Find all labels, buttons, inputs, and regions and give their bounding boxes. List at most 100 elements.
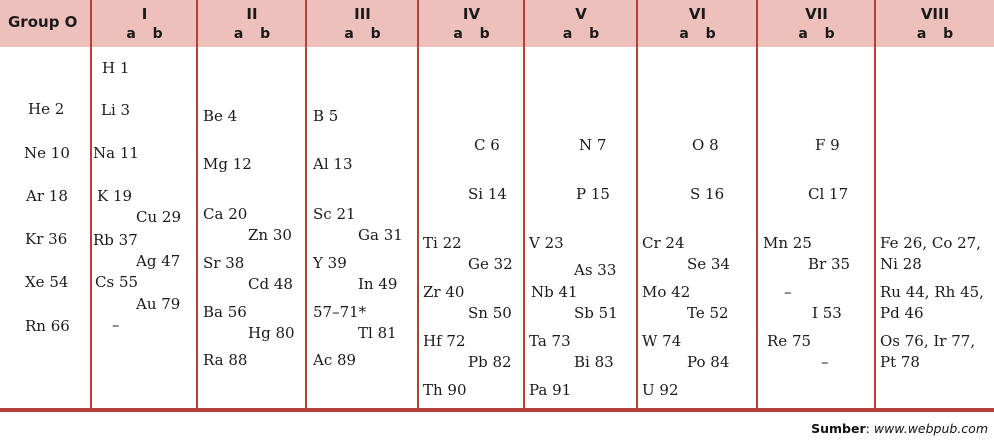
header-group-6: VI a b: [638, 0, 757, 47]
element-cell: 57–71*: [313, 303, 367, 321]
header-group-2: II a b: [198, 0, 306, 47]
header-group-7: VII a b: [758, 0, 875, 47]
group-number: VI: [688, 5, 707, 23]
group-number: I: [141, 5, 148, 23]
header-group-0: Group O: [8, 13, 78, 31]
element-cell: Tl 81: [358, 324, 397, 342]
header-group-1: I a b: [92, 0, 197, 47]
element-cell: Pb 82: [468, 353, 512, 371]
group-number: IV: [462, 5, 481, 23]
element-cell: Ni 28: [880, 255, 922, 273]
element-cell: Ne 10: [24, 144, 70, 162]
group-number: V: [575, 5, 587, 23]
group-number: III: [354, 5, 371, 23]
element-cell: Ag 47: [136, 252, 181, 270]
source-credit: Sumber: www.webpub.com: [811, 421, 988, 436]
element-cell: Th 90: [423, 381, 467, 399]
element-cell: Te 52: [687, 304, 729, 322]
element-cell: Ru 44, Rh 45,: [880, 283, 984, 301]
element-cell: Rn 66: [25, 317, 70, 335]
element-cell: Y 39: [313, 254, 347, 272]
element-cell: Si 14: [468, 185, 507, 203]
element-cell: Rb 37: [93, 231, 138, 249]
element-cell: Ge 32: [468, 255, 513, 273]
element-cell: B 5: [313, 107, 339, 125]
element-cell: V 23: [529, 234, 564, 252]
element-cell: In 49: [358, 275, 398, 293]
element-cell: Pd 46: [880, 304, 924, 322]
element-cell: Sc 21: [313, 205, 356, 223]
element-cell: Zr 40: [423, 283, 465, 301]
element-cell: Ta 73: [529, 332, 571, 350]
element-cell: N 7: [579, 136, 607, 154]
table-header: [0, 0, 994, 47]
group-number: VIII: [920, 5, 950, 23]
subgroup-labels: a b: [126, 26, 163, 42]
element-cell: C 6: [474, 136, 500, 154]
element-cell: Ti 22: [423, 234, 462, 252]
element-cell: K 19: [97, 187, 133, 205]
element-cell: Be 4: [203, 107, 238, 125]
subgroup-labels: a b: [233, 26, 271, 42]
element-cell: H 1: [102, 59, 130, 77]
element-cell: Cr 24: [642, 234, 685, 252]
subgroup-labels: a b: [344, 26, 381, 42]
element-cell: Mn 25: [763, 234, 812, 252]
element-cell: As 33: [574, 261, 617, 279]
element-cell: Ga 31: [358, 226, 403, 244]
element-cell: –: [784, 283, 792, 301]
column-divider: [756, 0, 758, 410]
group-number: VII: [805, 5, 828, 23]
column-divider: [523, 0, 525, 410]
element-cell: Br 35: [808, 255, 851, 273]
element-cell: He 2: [28, 100, 65, 118]
table-bottom-border: [0, 408, 994, 412]
element-cell: Na 11: [93, 144, 139, 162]
element-cell: Pa 91: [529, 381, 572, 399]
column-divider: [874, 0, 876, 410]
column-divider: [90, 0, 92, 410]
column-divider: [636, 0, 638, 410]
element-cell: F 9: [815, 136, 840, 154]
subgroup-labels: a b: [562, 26, 600, 42]
column-divider: [196, 0, 198, 410]
element-cell: Ra 88: [203, 351, 248, 369]
element-cell: Pt 78: [880, 353, 920, 371]
element-cell: Ac 89: [313, 351, 357, 369]
element-cell: W 74: [642, 332, 682, 350]
source-separator: :: [865, 421, 874, 436]
source-url: www.webpub.com: [873, 421, 988, 436]
subgroup-labels: a b: [916, 26, 954, 42]
subgroup-labels: a b: [453, 26, 490, 42]
element-cell: Fe 26, Co 27,: [880, 234, 981, 252]
subgroup-labels: a b: [798, 26, 835, 42]
source-label: Sumber: [811, 421, 866, 436]
element-cell: Cu 29: [136, 208, 181, 226]
column-divider: [305, 0, 307, 410]
element-cell: Zn 30: [248, 226, 292, 244]
element-cell: Hf 72: [423, 332, 466, 350]
element-cell: Ar 18: [26, 187, 68, 205]
element-cell: Xe 54: [25, 273, 69, 291]
header-group-4: IV a b: [419, 0, 524, 47]
element-cell: Al 13: [313, 155, 353, 173]
element-cell: Re 75: [767, 332, 812, 350]
element-cell: Sn 50: [468, 304, 512, 322]
element-cell: Ba 56: [203, 303, 247, 321]
element-cell: Li 3: [101, 101, 131, 119]
header-group-5: V a b: [525, 0, 637, 47]
element-cell: Sb 51: [574, 304, 618, 322]
element-cell: I 53: [812, 304, 842, 322]
element-cell: Kr 36: [25, 230, 68, 248]
element-cell: Hg 80: [248, 324, 295, 342]
element-cell: Se 34: [687, 255, 731, 273]
element-cell: Cs 55: [95, 273, 139, 291]
column-divider: [417, 0, 419, 410]
element-cell: –: [112, 316, 120, 334]
element-cell: Bi 83: [574, 353, 614, 371]
element-cell: Au 79: [136, 295, 181, 313]
subgroup-labels: a b: [679, 26, 716, 42]
element-cell: Mo 42: [642, 283, 691, 301]
element-cell: Sr 38: [203, 254, 245, 272]
element-cell: Mg 12: [203, 155, 252, 173]
